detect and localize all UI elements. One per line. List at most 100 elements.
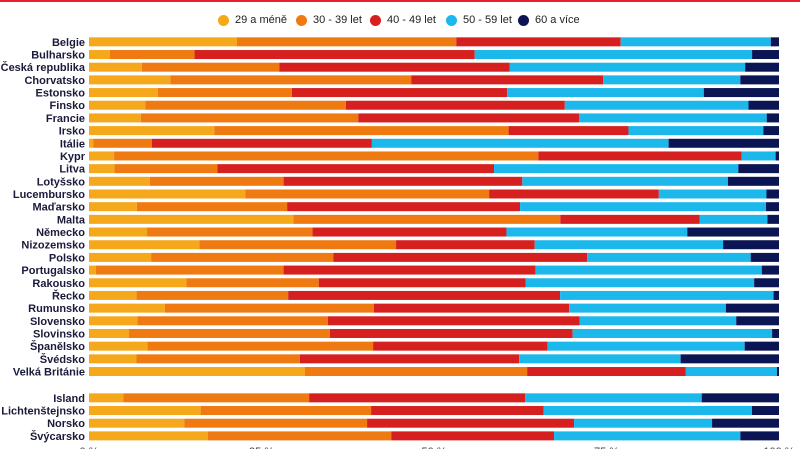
bar-segment bbox=[245, 189, 490, 199]
bar-segment bbox=[411, 75, 604, 85]
x-tick-label: 75 % bbox=[594, 446, 619, 449]
bar-segment bbox=[725, 303, 779, 313]
bar-segment bbox=[89, 252, 152, 262]
bar-segment bbox=[89, 354, 137, 364]
legend-swatch bbox=[370, 14, 381, 26]
bar-segment bbox=[754, 278, 779, 288]
category-label: Island bbox=[53, 393, 85, 405]
bar-segment bbox=[89, 62, 142, 72]
category-label: Španělsko bbox=[30, 340, 85, 353]
category-label: Lotyšsko bbox=[37, 176, 86, 188]
bar-segment bbox=[538, 151, 742, 161]
category-label: Francie bbox=[46, 113, 85, 125]
bar-segment bbox=[519, 354, 681, 364]
chart-legend: 29 a méně 30 - 39 let 40 - 49 let 50 - 5… bbox=[0, 14, 800, 30]
bar-segment bbox=[309, 393, 526, 403]
category-label: Lucembursko bbox=[13, 189, 85, 201]
bar-segment bbox=[371, 138, 669, 148]
category-label: Finsko bbox=[50, 100, 86, 112]
bar-segment bbox=[578, 113, 767, 123]
bar-segment bbox=[371, 406, 544, 416]
bar-segment bbox=[522, 176, 728, 186]
bar-segment bbox=[89, 290, 137, 300]
bar-segment bbox=[207, 431, 392, 441]
bar-segment bbox=[509, 62, 746, 72]
bar-segment bbox=[345, 100, 565, 110]
bar-segment bbox=[333, 252, 588, 262]
bar-segment bbox=[300, 354, 520, 364]
x-tick-label: 25 % bbox=[249, 446, 274, 449]
bar-segment bbox=[680, 354, 779, 364]
bar-segment bbox=[560, 290, 774, 300]
bar-segment bbox=[534, 240, 724, 250]
bar-segment bbox=[569, 303, 726, 313]
bar-segment bbox=[520, 202, 767, 212]
bar-segment bbox=[745, 62, 779, 72]
bar-segment bbox=[391, 431, 555, 441]
legend-label: 60 a více bbox=[535, 14, 580, 26]
bar-segment bbox=[738, 164, 779, 174]
bar-segment bbox=[494, 164, 739, 174]
bar-segment bbox=[763, 126, 779, 136]
bar-segment bbox=[766, 113, 779, 123]
bar-segment bbox=[327, 316, 580, 326]
bar-segment bbox=[293, 214, 561, 224]
category-label: Lichtenštejnsko bbox=[1, 406, 85, 418]
category-label: Česká republika bbox=[1, 61, 86, 74]
category-label: Belgie bbox=[52, 37, 85, 49]
category-label: Polsko bbox=[49, 252, 85, 264]
bar-segment bbox=[507, 88, 704, 98]
bar-segment bbox=[748, 100, 779, 110]
bar-segment bbox=[703, 88, 779, 98]
category-label: Nizozemsko bbox=[21, 240, 85, 252]
category-label: Rumunsko bbox=[28, 303, 85, 315]
legend-item-30-39: 30 - 39 let bbox=[296, 14, 362, 26]
category-label: Litva bbox=[59, 164, 86, 176]
bar-segment bbox=[170, 75, 412, 85]
category-label: Velká Británie bbox=[13, 367, 85, 379]
bar-segment bbox=[547, 341, 745, 351]
bar-segment bbox=[89, 303, 165, 313]
category-label: Estonsko bbox=[35, 88, 85, 100]
legend-swatch bbox=[296, 14, 307, 26]
bar-segment bbox=[89, 227, 147, 237]
bar-segment bbox=[535, 265, 762, 275]
bar-segment bbox=[752, 50, 779, 60]
bar-segment bbox=[628, 126, 764, 136]
bar-segment bbox=[373, 303, 570, 313]
bar-segment bbox=[89, 367, 305, 377]
bar-segment bbox=[123, 393, 310, 403]
bar-segment bbox=[564, 100, 749, 110]
bar-segment bbox=[373, 341, 548, 351]
category-label: Bulharsko bbox=[31, 50, 85, 62]
bar-segment bbox=[740, 75, 779, 85]
bar-segment bbox=[699, 214, 768, 224]
bar-segment bbox=[184, 418, 368, 428]
bar-segment bbox=[572, 328, 773, 338]
category-label: Chorvatsko bbox=[24, 75, 85, 87]
bar-segment bbox=[89, 189, 246, 199]
bar-segment bbox=[145, 100, 346, 110]
bar-segment bbox=[776, 367, 779, 377]
top-accent-line bbox=[0, 0, 800, 2]
bar-segment bbox=[93, 138, 152, 148]
bar-segment bbox=[89, 100, 146, 110]
bar-segment bbox=[114, 151, 539, 161]
bar-segment bbox=[129, 328, 330, 338]
bar-segment bbox=[329, 328, 573, 338]
legend-item-29-a-mene: 29 a méně bbox=[218, 14, 287, 26]
bar-segment bbox=[685, 367, 777, 377]
bar-segment bbox=[525, 278, 755, 288]
legend-label: 29 a méně bbox=[235, 14, 287, 26]
x-tick-label: 50 % bbox=[421, 446, 446, 449]
bar-segment bbox=[554, 431, 741, 441]
bar-segment bbox=[770, 37, 779, 47]
bar-segment bbox=[766, 189, 779, 199]
bar-segment bbox=[89, 113, 141, 123]
bar-segment bbox=[89, 431, 208, 441]
bar-segment bbox=[114, 164, 218, 174]
bar-segment bbox=[620, 37, 771, 47]
category-label: Malta bbox=[57, 214, 86, 226]
category-label: Slovensko bbox=[30, 316, 85, 328]
